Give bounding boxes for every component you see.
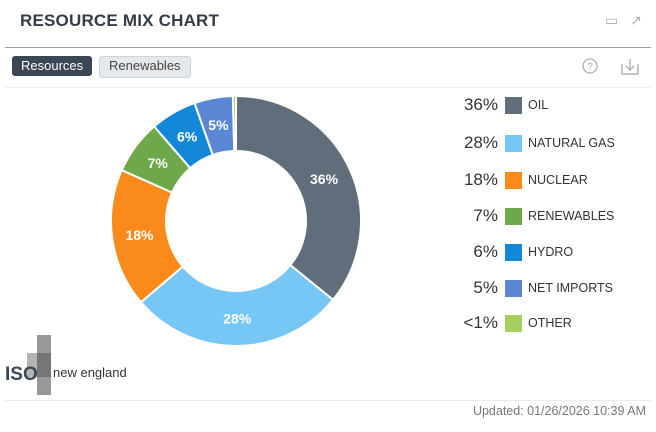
legend-item[interactable]: 36% OIL [440,94,640,116]
divider [5,400,651,401]
logo-iso-text: ISO [5,364,38,385]
slice-label: 28% [223,310,252,326]
legend-label: NET IMPORTS [528,281,613,295]
expand-icon[interactable]: ↗ [630,12,642,28]
legend-swatch [505,97,522,114]
iso-ne-logo: ISO new england [5,335,135,400]
tab-resources[interactable]: Resources [12,56,93,76]
legend-label: NATURAL GAS [528,136,615,150]
download-icon[interactable] [620,58,640,81]
legend-swatch [505,208,522,225]
slice-label: 6% [177,129,198,145]
legend-percent: 5% [473,278,498,297]
svg-text:?: ? [587,62,593,73]
slice-label: 36% [310,171,339,187]
legend-swatch [505,315,522,332]
legend-label: NUCLEAR [528,173,588,187]
legend-label: RENEWABLES [528,209,615,223]
legend-percent: 28% [463,133,498,152]
legend-label: OIL [528,98,549,112]
slice-label: 18% [125,227,154,243]
legend-percent: <1% [463,313,499,332]
divider [5,47,651,48]
legend-percent: 18% [463,170,498,189]
legend-label: HYDRO [528,245,574,259]
legend-swatch [505,280,522,297]
legend-item[interactable]: 5% NET IMPORTS [440,277,640,299]
legend-item[interactable]: 6% HYDRO [440,241,640,263]
legend-item[interactable]: 18% NUCLEAR [440,169,640,191]
slice-natural-gas[interactable] [139,263,335,347]
widget-title: RESOURCE MIX CHART [20,11,220,30]
legend-label: OTHER [528,316,572,330]
legend-swatch [505,135,522,152]
legend-item[interactable]: 7% RENEWABLES [440,205,640,227]
slice-label: 7% [148,155,169,171]
logo-ne-text: new england [53,365,127,380]
legend-swatch [505,172,522,189]
slice-label: 5% [208,117,229,133]
legend-percent: 7% [473,206,498,225]
legend-item[interactable]: 28% NATURAL GAS [440,132,640,154]
legend-percent: 36% [463,95,498,114]
legend-swatch [505,244,522,261]
legend-item[interactable]: <1% OTHER [440,312,640,334]
collapse-icon[interactable]: ▭ [605,12,619,28]
donut-chart: 36% 28% 18% 7% 6% 5% [110,94,362,347]
help-icon[interactable]: ? [582,58,598,81]
tab-renewables[interactable]: Renewables [99,56,191,78]
slice-other[interactable] [231,94,237,153]
slice-oil[interactable] [235,94,362,302]
updated-timestamp: Updated: 01/26/2026 10:39 AM [472,404,646,418]
divider [5,87,651,88]
legend-percent: 6% [473,242,498,261]
